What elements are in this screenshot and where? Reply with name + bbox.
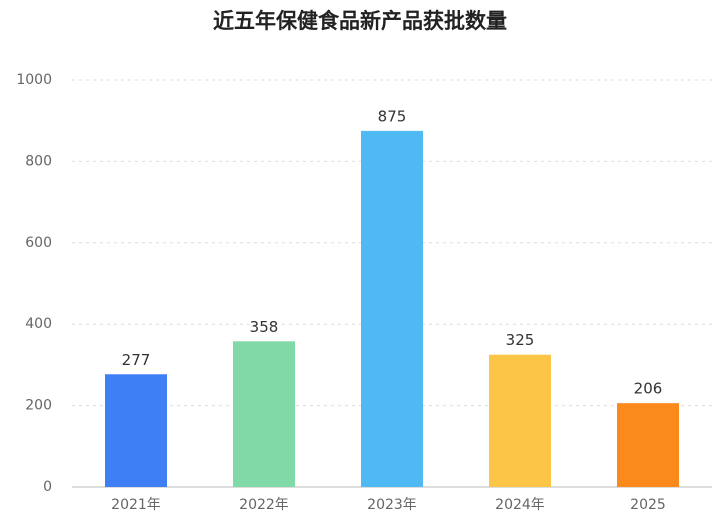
bar (489, 354, 551, 487)
value-label: 206 (634, 380, 663, 398)
x-tick-label: 2024年 (495, 497, 545, 513)
chart-title: 近五年保健食品新产品获批数量 (213, 9, 507, 33)
y-tick-label: 1000 (16, 72, 52, 88)
bar (105, 374, 167, 487)
value-label: 875 (378, 107, 407, 125)
value-label: 358 (250, 318, 279, 336)
bar (617, 403, 679, 487)
y-tick-label: 600 (25, 235, 52, 251)
value-label: 277 (122, 351, 151, 369)
bar (233, 341, 295, 487)
x-tick-label: 2025 (630, 497, 666, 513)
x-tick-label: 2022年 (239, 497, 289, 513)
y-tick-label: 200 (25, 398, 52, 414)
x-tick-label: 2021年 (111, 497, 161, 513)
value-label: 325 (506, 331, 535, 349)
bar (361, 130, 423, 487)
y-tick-label: 400 (25, 316, 52, 332)
y-tick-label: 800 (25, 153, 52, 169)
y-tick-label: 0 (43, 479, 52, 495)
x-tick-label: 2023年 (367, 497, 417, 513)
